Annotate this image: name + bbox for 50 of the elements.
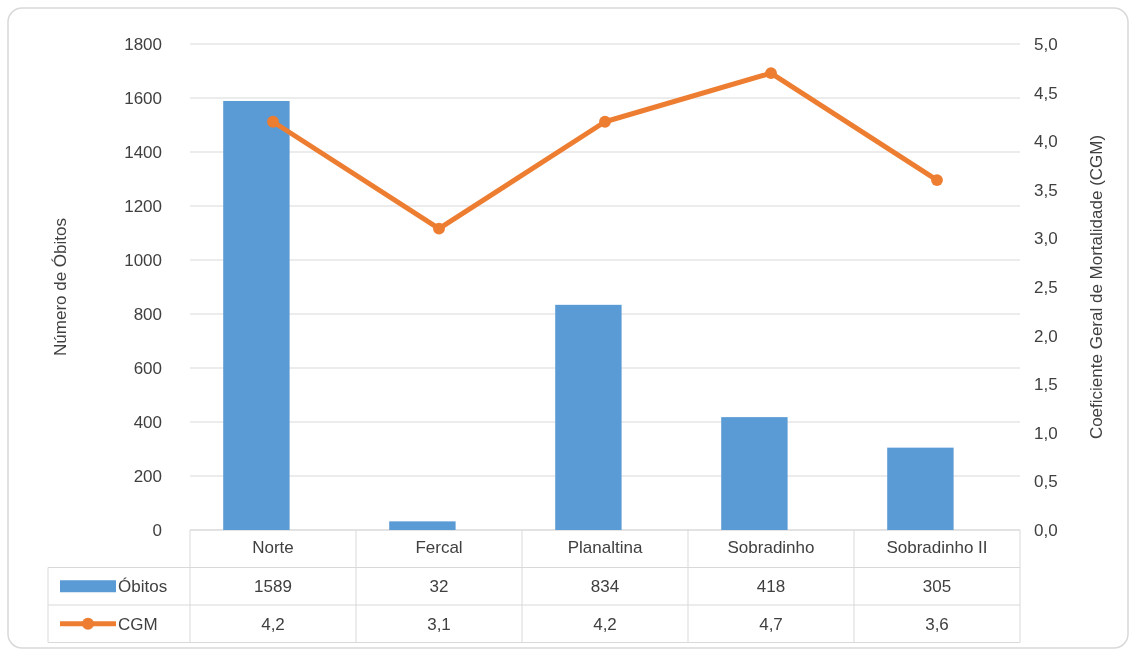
y-tick-label: 200 <box>133 466 162 486</box>
y2-tick-label: 2,0 <box>1034 326 1058 346</box>
x-tick-label: Planaltina <box>567 538 643 558</box>
data-label: 834 <box>590 577 620 597</box>
y-tick-label: 0 <box>152 520 162 540</box>
legend-label: CGM <box>118 614 158 634</box>
y-tick-label: 600 <box>133 358 162 378</box>
y-tick-label: 1600 <box>124 88 162 108</box>
y-tick-label: 1400 <box>124 142 162 162</box>
y-tick-label: 1200 <box>124 196 162 216</box>
point <box>765 67 777 80</box>
bar <box>223 100 290 530</box>
bar <box>721 417 788 530</box>
x-tick-label: Fercal <box>415 538 463 558</box>
y2-tick-label: 1,0 <box>1034 423 1058 443</box>
bar <box>887 447 954 530</box>
x-tick-label: Norte <box>252 538 294 558</box>
bar <box>389 521 456 530</box>
point <box>433 222 445 235</box>
y2-tick-label: 3,0 <box>1034 229 1058 249</box>
data-label: 418 <box>756 577 786 597</box>
y2-tick-label: 4,5 <box>1034 83 1058 103</box>
legend-label: Óbitos <box>118 577 168 597</box>
y2-tick-label: 4,0 <box>1034 132 1058 152</box>
data-label: 4,7 <box>759 614 783 634</box>
x-tick-label: Sobradinho II <box>886 538 988 558</box>
data-label: 4,2 <box>261 614 285 634</box>
y-axis-title: Número de Óbitos <box>51 218 70 356</box>
point <box>931 174 943 186</box>
y-tick-label: 1800 <box>124 34 162 54</box>
y2-tick-label: 3,5 <box>1034 180 1058 200</box>
y-tick-label: 1000 <box>124 250 162 270</box>
y-tick-label: 400 <box>133 412 162 432</box>
y-tick-label: 800 <box>133 304 162 324</box>
data-label: 1589 <box>254 577 292 597</box>
y2-tick-label: 5,0 <box>1034 34 1058 54</box>
data-label: 32 <box>429 577 449 597</box>
y2-tick-label: 1,5 <box>1034 375 1058 395</box>
data-label: 305 <box>922 577 952 597</box>
bar <box>555 304 622 530</box>
y2-tick-label: 0,5 <box>1034 472 1058 492</box>
y2-axis-title: Coeficiente Geral de Mortalidade (CGM) <box>1087 134 1106 440</box>
data-label: 3,6 <box>925 614 949 634</box>
data-label: 4,2 <box>593 614 617 634</box>
y2-tick-label: 0,0 <box>1034 520 1058 540</box>
point <box>599 115 611 128</box>
point <box>267 115 279 128</box>
y2-tick-label: 2,5 <box>1034 277 1058 297</box>
data-label: 3,1 <box>427 614 451 634</box>
x-tick-label: Sobradinho <box>727 538 815 558</box>
